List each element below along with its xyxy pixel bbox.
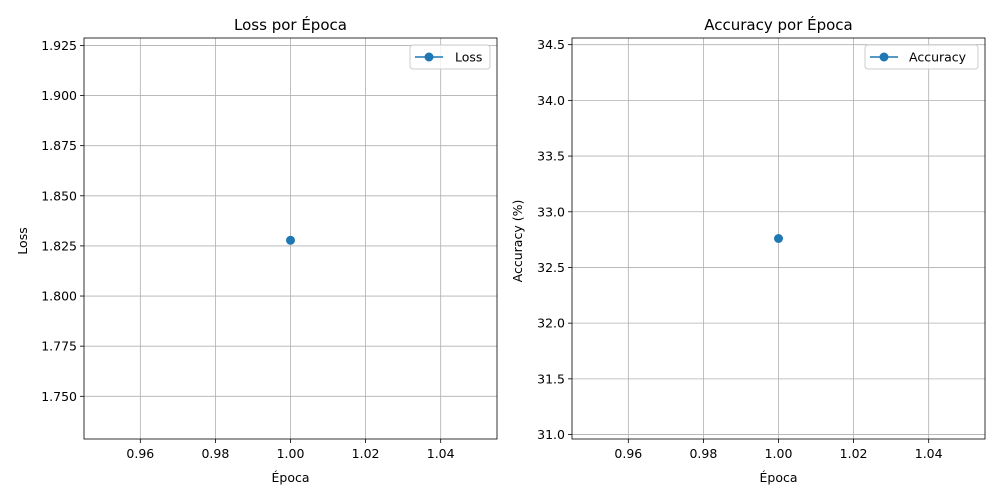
- y-axis-label: Accuracy (%): [510, 200, 525, 283]
- x-tick-label: 1.04: [915, 446, 943, 461]
- x-axis-label: Época: [759, 470, 797, 485]
- y-tick-labels: 31.0 31.5 32.0 32.5 33.0 33.5 34.0 34.5: [537, 37, 565, 442]
- y-tick-label: 31.5: [537, 371, 565, 386]
- grid: [572, 38, 985, 439]
- y-tick-label: 1.925: [41, 38, 77, 53]
- legend: Loss: [409, 44, 491, 70]
- grid: [84, 38, 497, 439]
- legend-marker: [879, 52, 889, 62]
- series: [774, 234, 783, 243]
- x-tick-label: 1.02: [840, 446, 868, 461]
- y-tick-label: 32.5: [537, 260, 565, 275]
- tick-marks: [568, 44, 930, 443]
- x-tick-labels: 0.96 0.98 1.00 1.02 1.04: [126, 446, 454, 461]
- y-tick-label: 33.5: [537, 149, 565, 164]
- y-tick-label: 1.775: [41, 339, 77, 354]
- legend-box: [864, 44, 979, 70]
- x-axis-label: Época: [271, 470, 309, 485]
- x-tick-label: 1.00: [765, 446, 793, 461]
- chart-loss: Loss por Época Época Loss 0.96 0.98 1.00…: [15, 15, 498, 485]
- legend-marker: [424, 52, 434, 62]
- tick-marks: [80, 45, 442, 443]
- y-tick-label: 1.900: [41, 88, 77, 103]
- series: [286, 235, 295, 245]
- y-tick-labels: 1.750 1.775 1.800 1.825 1.850 1.875 1.90…: [41, 38, 77, 404]
- x-tick-labels: 0.96 0.98 1.00 1.02 1.04: [614, 446, 942, 461]
- x-tick-label: 0.96: [126, 446, 154, 461]
- x-tick-label: 0.98: [201, 446, 229, 461]
- chart-accuracy: Accuracy por Época Época Accuracy (%) 0.…: [510, 15, 986, 485]
- y-tick-label: 32.0: [537, 316, 565, 331]
- y-tick-label: 34.5: [537, 37, 565, 52]
- data-point: [774, 234, 783, 243]
- y-tick-label: 1.800: [41, 289, 77, 304]
- x-tick-label: 1.02: [352, 446, 380, 461]
- y-tick-label: 1.825: [41, 238, 77, 253]
- y-tick-label: 1.750: [41, 389, 77, 404]
- axes-frame: [571, 37, 986, 440]
- x-tick-label: 0.96: [614, 446, 642, 461]
- y-tick-label: 31.0: [537, 427, 565, 442]
- y-tick-label: 34.0: [537, 93, 565, 108]
- y-tick-label: 33.0: [537, 204, 565, 219]
- data-point: [286, 235, 295, 245]
- legend-label: Loss: [455, 50, 482, 65]
- y-tick-label: 1.850: [41, 188, 77, 203]
- x-tick-label: 1.04: [427, 446, 455, 461]
- chart-title: Accuracy por Época: [704, 15, 853, 34]
- axes-frame: [83, 37, 498, 440]
- x-tick-label: 0.98: [689, 446, 717, 461]
- y-tick-label: 1.875: [41, 138, 77, 153]
- legend: Accuracy: [864, 44, 979, 70]
- legend-box: [409, 44, 491, 70]
- y-axis-label: Loss: [15, 227, 30, 254]
- chart-title: Loss por Época: [234, 15, 347, 34]
- legend-label: Accuracy: [909, 50, 967, 65]
- x-tick-label: 1.00: [277, 446, 305, 461]
